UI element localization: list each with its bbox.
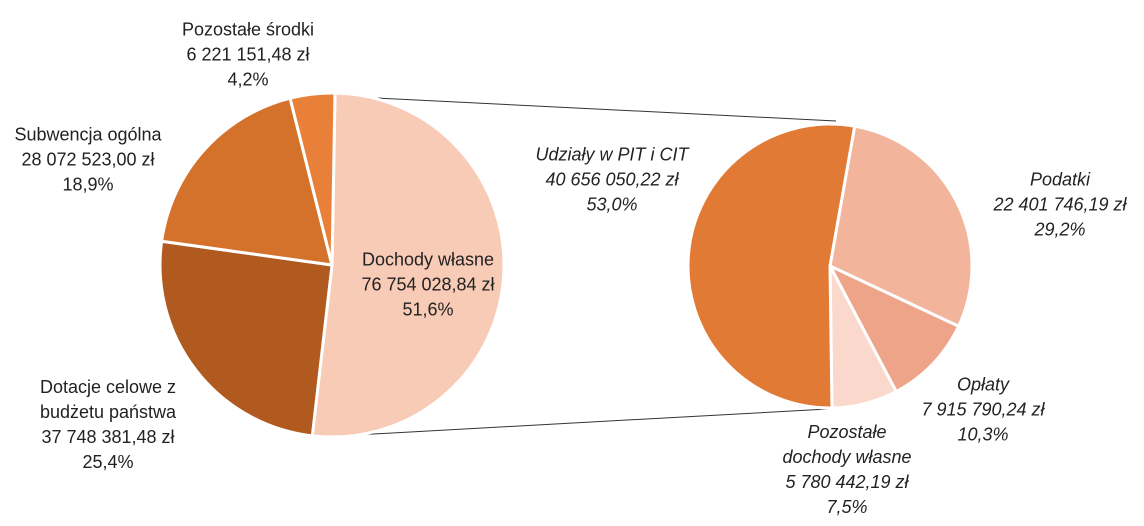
percent-label: 25,4% xyxy=(82,452,134,472)
connector-line xyxy=(336,408,829,437)
connector-line xyxy=(336,95,837,122)
slice-label: Dochody własne 76 754 028,84 zł 51,6% xyxy=(338,248,518,323)
amount-label: 28 072 523,00 zł xyxy=(21,149,155,170)
amount-label: 37 748 381,48 zł xyxy=(41,427,175,447)
percent-label: 29,2% xyxy=(1034,219,1086,240)
percent-label: 53,0% xyxy=(586,194,638,215)
category-label: Opłaty xyxy=(956,374,1010,395)
category-label: Pozostałe dochody własne xyxy=(782,422,912,467)
category-label: Dotacje celowe z budżetu państwa xyxy=(39,377,177,422)
amount-label: 76 754 028,84 zł xyxy=(361,274,495,295)
slice-label: Opłaty 7 915 790,24 zł 10,3% xyxy=(898,373,1068,448)
amount-label: 5 780 442,19 zł xyxy=(785,472,909,492)
pie-slice xyxy=(828,264,961,394)
pie-slice xyxy=(160,96,334,267)
pie-slice xyxy=(828,124,974,328)
pie-slice xyxy=(310,91,506,439)
slice-label: Subwencja ogólna 28 072 523,00 zł 18,9% xyxy=(0,123,183,198)
category-label: Subwencja ogólna xyxy=(14,124,162,145)
amount-label: 40 656 050,22 zł xyxy=(545,169,679,190)
percent-label: 18,9% xyxy=(62,174,114,195)
percent-label: 4,2% xyxy=(227,69,269,90)
amount-label: 22 401 746,19 zł xyxy=(993,194,1127,215)
percent-label: 7,5% xyxy=(826,497,868,517)
pie-slice xyxy=(158,239,334,438)
category-label: Udziały w PIT i CIT xyxy=(535,144,689,165)
percent-label: 51,6% xyxy=(402,299,454,320)
amount-label: 7 915 790,24 zł xyxy=(921,399,1045,420)
slice-label: Udziały w PIT i CIT 40 656 050,22 zł 53,0% xyxy=(527,143,697,218)
percent-label: 10,3% xyxy=(957,424,1009,445)
category-label: Podatki xyxy=(1029,169,1091,190)
slice-label: Pozostałe dochody własne 5 780 442,19 zł 7… xyxy=(777,420,917,520)
slice-label: Podatki 22 401 746,19 zł 29,2% xyxy=(970,168,1144,243)
slice-label: Pozostałe środki 6 221 151,48 zł 4,2% xyxy=(163,18,333,93)
pie-slice xyxy=(288,91,337,267)
category-label: Pozostałe środki xyxy=(181,19,315,40)
pie-slice xyxy=(686,122,857,410)
category-label: Dochody własne xyxy=(361,249,495,270)
amount-label: 6 221 151,48 zł xyxy=(186,44,310,65)
slice-label: Dotacje celowe z budżetu państwa 37 748 3… xyxy=(8,375,208,475)
